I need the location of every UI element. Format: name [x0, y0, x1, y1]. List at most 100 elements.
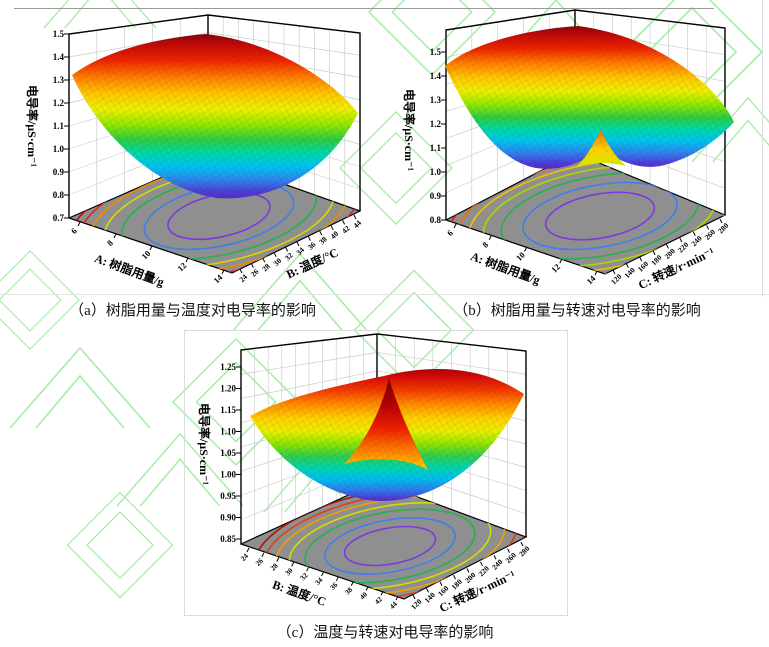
svg-text:280: 280: [716, 221, 730, 235]
svg-text:24: 24: [239, 552, 250, 563]
z-axis-ticks: 0.85 0.90 0.95 1.00 1.05 1.10 1.15 1.20 1.25: [220, 362, 241, 544]
svg-text:1.2: 1.2: [53, 98, 65, 108]
svg-text:14: 14: [584, 273, 598, 287]
svg-text:26: 26: [249, 267, 261, 279]
svg-text:1.05: 1.05: [220, 448, 236, 458]
caption-c: （c）温度与转速对电导率的影响: [276, 625, 494, 641]
svg-text:32: 32: [299, 571, 310, 582]
svg-text:40: 40: [358, 590, 369, 601]
svg-text:0.90: 0.90: [220, 513, 236, 523]
svg-text:12: 12: [549, 262, 562, 275]
svg-text:1.10: 1.10: [220, 427, 236, 437]
surface-mesh: [72, 34, 358, 199]
svg-text:1.00: 1.00: [220, 470, 236, 480]
figure-b: 0.8 0.9 1.0 1.1 1.2 1.3 1.4 1.5 6 8 10 12 14 120 140…: [390, 2, 765, 292]
svg-text:24: 24: [237, 272, 249, 284]
svg-text:12: 12: [175, 260, 188, 273]
svg-text:1.5: 1.5: [430, 47, 442, 57]
svg-text:1.4: 1.4: [430, 71, 442, 81]
svg-text:240: 240: [490, 557, 504, 571]
svg-text:32: 32: [283, 251, 295, 263]
svg-text:44: 44: [388, 600, 399, 611]
svg-text:220: 220: [676, 240, 690, 254]
svg-text:28: 28: [269, 562, 280, 573]
svg-text:0.8: 0.8: [430, 215, 442, 225]
figure-c-frame: [184, 330, 568, 616]
z-axis-label: 电导率/μS·cm⁻¹: [402, 89, 417, 171]
z-axis-label: 电导率/μS·cm⁻¹: [25, 85, 40, 167]
svg-text:0.95: 0.95: [220, 491, 236, 501]
svg-text:1.2: 1.2: [430, 119, 442, 129]
svg-text:6: 6: [445, 228, 455, 238]
svg-text:0.9: 0.9: [430, 191, 442, 201]
svg-text:1.15: 1.15: [220, 405, 236, 415]
svg-text:30: 30: [284, 566, 295, 577]
surface-mesh: [250, 369, 524, 502]
svg-text:38: 38: [317, 234, 329, 246]
z-axis-label: 电导率/μS·cm⁻¹: [197, 403, 212, 485]
svg-text:10: 10: [139, 248, 152, 261]
svg-text:36: 36: [306, 240, 318, 252]
svg-text:1.4: 1.4: [53, 52, 65, 62]
svg-text:140: 140: [622, 266, 636, 280]
caption-a: （a）树脂用量与温度对电导率的影响: [69, 303, 316, 319]
svg-text:34: 34: [314, 576, 325, 587]
svg-text:8: 8: [480, 240, 490, 250]
svg-text:36: 36: [329, 581, 340, 592]
surface-plot-b: 0.8 0.9 1.0 1.1 1.2 1.3 1.4 1.5 6 8 10 12 14 120 140…: [402, 9, 734, 292]
svg-text:42: 42: [340, 224, 352, 236]
page-rule-middle: [0, 294, 769, 295]
svg-text:0.9: 0.9: [53, 167, 65, 177]
svg-text:240: 240: [689, 234, 703, 248]
svg-text:28: 28: [260, 261, 272, 273]
svg-text:220: 220: [477, 564, 491, 578]
page-rule-top: [14, 8, 714, 9]
x-axis-ticks: 24 26 28 30 32 34 36 38 40 42 44: [239, 547, 399, 611]
svg-text:160: 160: [436, 584, 450, 598]
svg-text:42: 42: [373, 595, 384, 606]
svg-text:1.1: 1.1: [53, 121, 65, 131]
svg-text:200: 200: [463, 570, 477, 584]
svg-text:1.25: 1.25: [220, 362, 236, 372]
svg-text:280: 280: [517, 544, 531, 558]
svg-text:6: 6: [69, 226, 79, 236]
caption-b: （b）树脂用量与转速对电导率的影响: [453, 303, 701, 319]
svg-text:140: 140: [423, 590, 437, 604]
svg-text:1.0: 1.0: [53, 144, 65, 154]
z-axis-ticks: 0.8 0.9 1.0 1.1 1.2 1.3 1.4 1.5: [430, 47, 446, 225]
svg-text:160: 160: [636, 259, 650, 273]
surface-mesh: [445, 26, 734, 169]
svg-text:1.3: 1.3: [53, 75, 65, 85]
figure-c: 0.85 0.90 0.95 1.00 1.05 1.10 1.15 1.20 1.25 24 2…: [186, 332, 566, 614]
svg-text:8: 8: [105, 238, 115, 248]
svg-text:34: 34: [294, 245, 306, 257]
z-axis-ticks: 0.7 0.8 0.9 1.0 1.1 1.2 1.3 1.4 1.5: [53, 29, 69, 223]
svg-text:200: 200: [663, 246, 677, 260]
svg-text:1.20: 1.20: [220, 384, 236, 394]
svg-text:40: 40: [329, 229, 341, 241]
svg-text:120: 120: [409, 597, 423, 611]
surface-plot-c: 0.850.900.951.001.051.101.151.201.25 24 2…: [197, 333, 532, 614]
svg-text:1.3: 1.3: [430, 95, 442, 105]
svg-text:14: 14: [211, 272, 225, 286]
svg-text:260: 260: [504, 551, 518, 565]
svg-text:0.8: 0.8: [53, 190, 65, 200]
svg-text:260: 260: [703, 227, 717, 241]
svg-text:1.5: 1.5: [53, 29, 65, 39]
svg-text:38: 38: [344, 586, 355, 597]
svg-text:10: 10: [514, 250, 527, 263]
svg-text:1.0: 1.0: [430, 167, 442, 177]
svg-text:1.1: 1.1: [430, 143, 442, 153]
svg-text:26: 26: [254, 557, 265, 568]
svg-text:180: 180: [649, 253, 663, 267]
svg-text:0.85: 0.85: [220, 534, 236, 544]
svg-text:44: 44: [351, 218, 363, 230]
figure-a: 0.7 0.8 0.9 1.0 1.1 1.2 1.3 1.4 1.5 6 8 10 12 14 24 2…: [12, 8, 384, 292]
x-axis-label: A: 树脂用量/g: [469, 248, 543, 287]
svg-text:120: 120: [609, 272, 623, 286]
svg-text:30: 30: [272, 256, 284, 268]
x-axis-label: A: 树脂用量/g: [93, 250, 167, 289]
svg-text:180: 180: [450, 577, 464, 591]
